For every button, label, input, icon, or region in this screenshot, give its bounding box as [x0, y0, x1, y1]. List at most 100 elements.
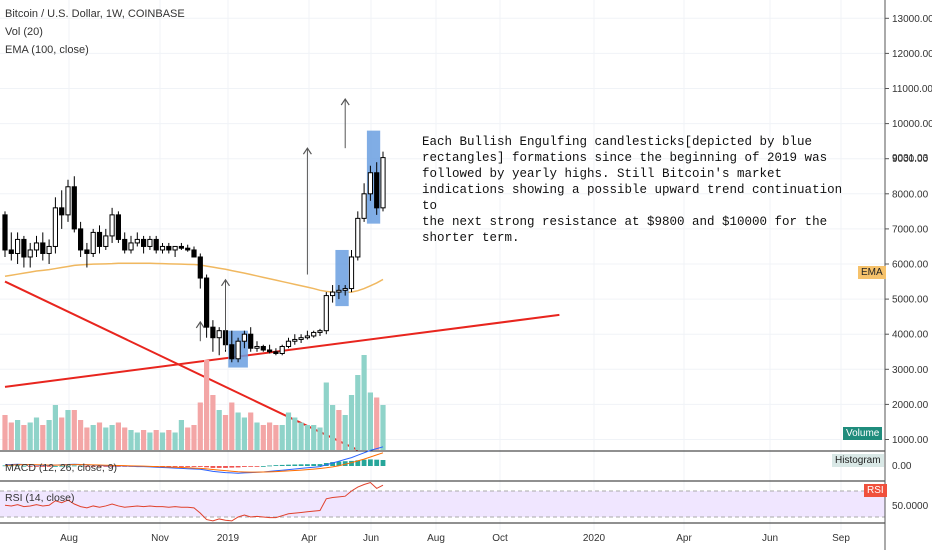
macd-histogram-bar: [374, 459, 380, 466]
macd-histogram-bar: [197, 466, 203, 467]
macd-histogram-bar: [210, 466, 216, 468]
candle-body: [178, 245, 185, 249]
volume-bar: [46, 420, 52, 450]
macd-histogram-bar: [65, 465, 71, 467]
macd-histogram-bar: [53, 466, 58, 467]
candle-body: [15, 238, 21, 254]
volume-bar: [222, 415, 229, 450]
axis-tick-label: 1000.00: [892, 435, 929, 446]
macd-histogram-bar: [292, 464, 298, 466]
candle-body: [361, 193, 367, 219]
candle-body: [273, 351, 279, 355]
volume-bar: [267, 422, 273, 450]
time-axis-label: Nov: [151, 533, 169, 544]
last-price-label: 9031.03: [892, 153, 929, 164]
rsi-legend: RSI (14, close): [5, 492, 75, 504]
macd-histogram-bar: [204, 466, 209, 468]
candle-body: [298, 337, 304, 340]
macd-pane: [0, 446, 885, 474]
macd-histogram-bar: [179, 466, 184, 467]
candle-body: [59, 207, 65, 216]
candle-body: [40, 242, 46, 254]
arrow-head: [195, 320, 205, 329]
volume-bar: [141, 430, 147, 450]
macd-histogram-bar: [2, 465, 8, 467]
candle-body: [235, 340, 241, 360]
ema-tag: EMA: [858, 266, 886, 279]
candle-body: [197, 256, 203, 279]
volume-bar: [380, 405, 386, 450]
axis-tick-label: 5000.00: [892, 295, 929, 306]
macd-histogram-bar: [248, 466, 254, 467]
arrow-head: [302, 147, 312, 155]
candle-body: [109, 214, 115, 237]
volume-bar: [134, 432, 140, 450]
volume-bar: [348, 395, 355, 450]
signal-line: [4, 452, 384, 473]
candle-body: [260, 345, 266, 351]
volume-legend: Vol (20): [5, 26, 43, 38]
trendlines-layer: [4, 280, 560, 451]
volume-bar: [2, 415, 8, 450]
macd-histogram-bar: [355, 460, 361, 466]
macd-histogram-bar: [34, 466, 39, 467]
candle-body: [21, 238, 27, 258]
ema-legend: EMA (100, close): [5, 44, 89, 56]
volume-bar: [96, 422, 103, 450]
macd-histogram-bar: [273, 465, 279, 466]
macd-histogram-bar: [242, 466, 247, 467]
volume-bar: [210, 395, 216, 450]
volume-bar: [355, 375, 361, 450]
volume-bar: [374, 397, 380, 450]
volume-bar: [178, 420, 184, 450]
macd-histogram-bar: [368, 459, 373, 466]
macd-histogram-bar: [40, 466, 46, 467]
time-axis-label: Oct: [492, 533, 508, 544]
candle-body: [147, 238, 153, 247]
volume-bar: [191, 425, 197, 450]
candle-body: [46, 245, 52, 254]
volume-bar: [197, 402, 203, 450]
rsi-band: [0, 491, 885, 517]
candle-body: [71, 186, 77, 230]
axis-tick-label: 3000.00: [892, 365, 929, 376]
rsi-tag: RSI: [864, 484, 887, 497]
candle-body: [267, 349, 273, 353]
candle-body: [254, 345, 260, 349]
axis-tick-label: 9000.00: [892, 154, 929, 165]
time-axis-label: Aug: [427, 533, 445, 544]
candle-body: [210, 326, 216, 339]
engulfing-box: [335, 249, 349, 307]
macd-histogram-bar: [336, 461, 342, 466]
candle-body: [33, 242, 40, 251]
macd-legend: MACD (12, 26, close, 9): [5, 462, 118, 474]
time-axis-label: Jun: [363, 533, 379, 544]
macd-histogram-bar: [90, 466, 96, 467]
candle-body: [122, 238, 128, 251]
candle-body: [380, 157, 386, 209]
candle-body: [78, 228, 84, 251]
volume-bar: [330, 405, 336, 450]
macd-histogram-bar: [317, 464, 323, 466]
volume-bar: [311, 425, 317, 450]
candle-body: [27, 249, 33, 258]
volume-bar: [103, 427, 109, 450]
volume-bar: [317, 427, 323, 450]
macd-histogram-bar: [330, 462, 335, 466]
macd-histogram-bar: [311, 464, 317, 466]
projection-arrows: [195, 97, 350, 350]
volume-bar: [204, 360, 210, 450]
macd-histogram-bar: [21, 465, 27, 467]
volume-bar: [323, 382, 329, 450]
volume-bar: [59, 417, 65, 450]
volume-bar: [172, 432, 178, 450]
candle-body: [96, 231, 103, 247]
axis-tick-label: 8000.00: [892, 189, 929, 200]
volume-bar: [128, 430, 134, 450]
candle-body: [374, 172, 380, 209]
macd-histogram-bar: [191, 466, 197, 467]
candle-body: [204, 277, 210, 328]
time-axis-label: 2019: [217, 533, 240, 544]
time-axis-label: Jun: [762, 533, 778, 544]
